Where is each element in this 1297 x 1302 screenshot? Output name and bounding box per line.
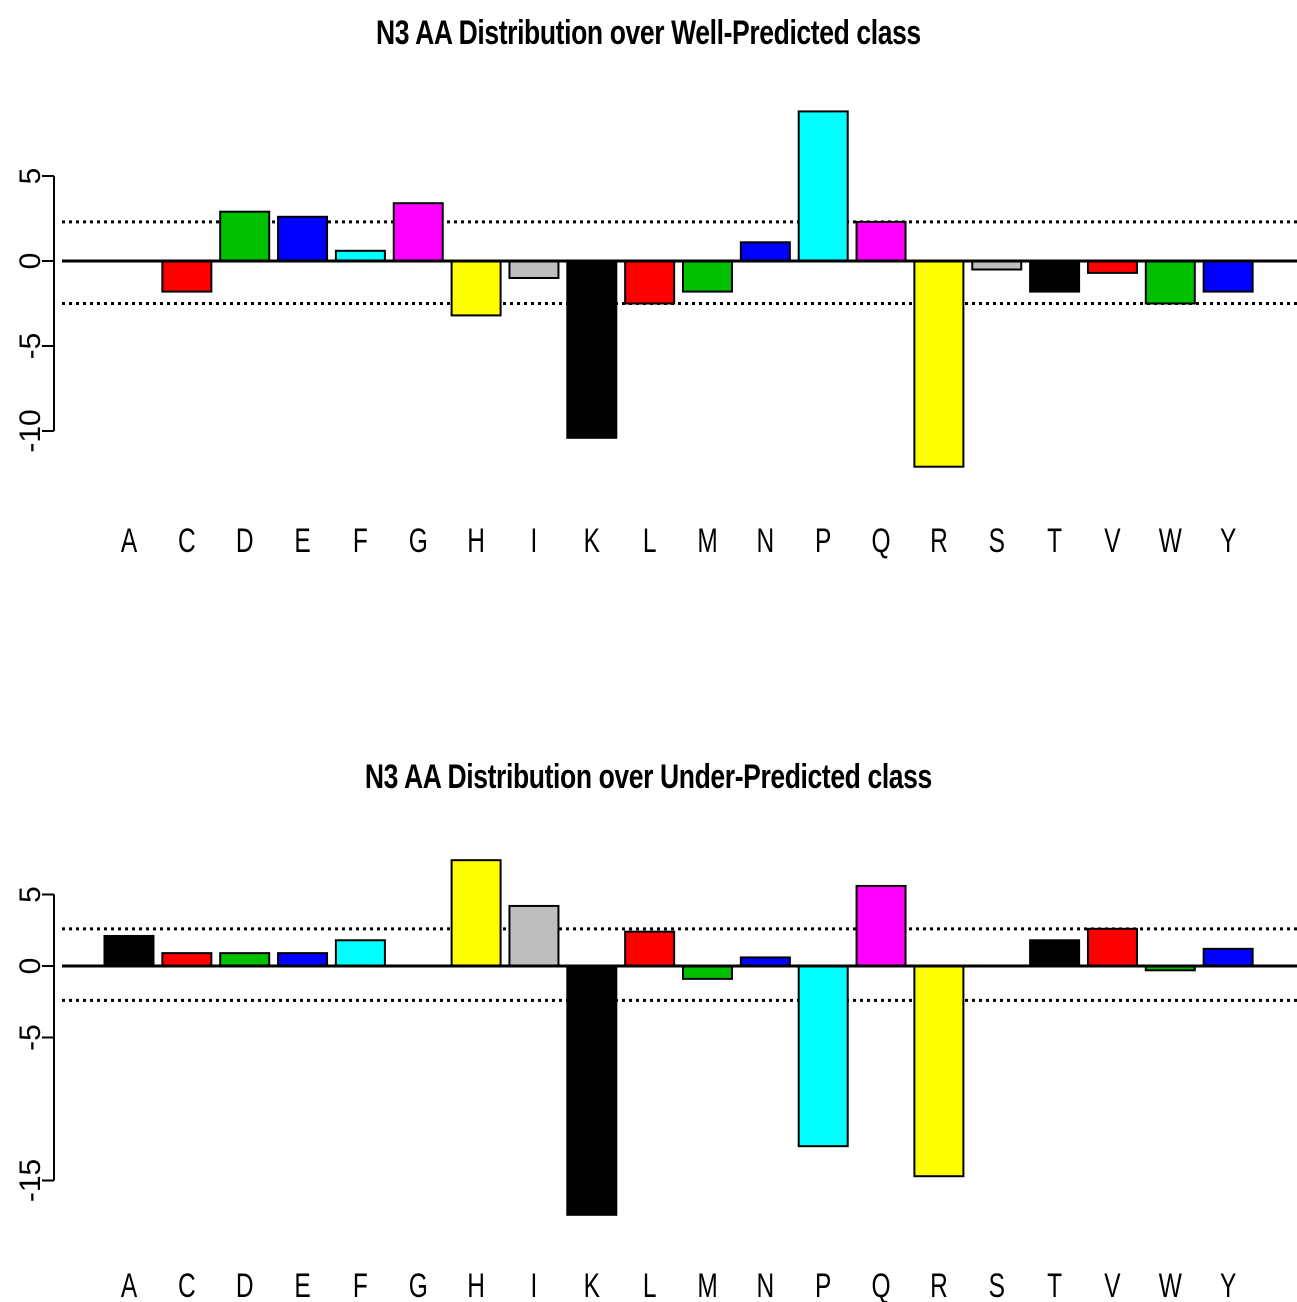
bar-under-Y [1202,947,1254,968]
x-tick-label-under-Q: Q [872,1267,891,1302]
y-tick-label-under: -15 [14,1159,47,1202]
bar-under-A [103,934,155,967]
y-tick-label-under: -5 [14,1024,47,1051]
bar-well-E [277,215,329,263]
x-tick-label-well-Q: Q [872,522,891,560]
x-tick-label-well-I: I [531,522,538,560]
x-tick-label-under-M: M [697,1267,717,1302]
x-tick-label-well-E: E [294,522,310,560]
bar-well-N [739,241,791,263]
x-tick-label-under-V: V [1104,1267,1121,1302]
x-tick-label-under-C: C [178,1267,196,1302]
bar-under-L [624,930,676,967]
x-tick-label-under-W: W [1159,1267,1182,1302]
bar-well-Q [855,220,907,262]
bar-under-I [508,904,560,968]
chart-title-well-predicted: N3 AA Distribution over Well-Predicted c… [375,14,921,52]
y-tick-label-well: 0 [14,253,47,270]
x-tick-label-under-E: E [294,1267,310,1302]
bar-well-K [566,260,618,439]
x-tick-label-well-Y: Y [1220,522,1237,560]
bar-under-E [277,952,329,968]
bar-well-V [1086,260,1138,274]
bar-under-R [913,965,965,1178]
bar-under-T [1029,939,1081,968]
bar-well-L [624,260,676,305]
x-tick-label-well-N: N [757,522,775,560]
x-tick-label-well-R: R [930,522,948,560]
x-tick-label-well-P: P [815,522,831,560]
x-tick-label-under-K: K [584,1267,601,1302]
x-tick-label-well-V: V [1104,522,1121,560]
bar-well-P [797,110,849,263]
x-tick-label-well-M: M [697,522,717,560]
x-tick-label-well-D: D [236,522,254,560]
bar-well-D [219,210,271,262]
bar-well-H [450,260,502,317]
y-tick-label-under: 5 [14,886,47,903]
x-tick-label-under-L: L [643,1267,657,1302]
x-tick-label-under-I: I [531,1267,538,1302]
x-tick-label-under-T: T [1047,1267,1062,1302]
x-tick-label-well-T: T [1047,522,1062,560]
bar-well-I [508,260,560,279]
bar-under-K [566,965,618,1216]
x-tick-label-under-S: S [989,1267,1005,1302]
x-tick-label-well-G: G [409,522,428,560]
bar-under-C [161,952,213,968]
x-tick-label-well-A: A [121,522,138,560]
bar-under-P [797,965,849,1148]
y-tick-label-under: 0 [14,958,47,975]
x-tick-label-well-C: C [178,522,196,560]
bar-well-W [1144,260,1196,305]
bar-well-R [913,260,965,468]
x-tick-label-under-D: D [236,1267,254,1302]
y-tick-label-well: -10 [14,409,47,452]
x-tick-label-under-Y: Y [1220,1267,1237,1302]
bar-under-M [682,965,733,980]
x-tick-label-under-A: A [121,1267,138,1302]
y-tick-label-well: -5 [14,333,47,360]
x-tick-label-under-H: H [467,1267,485,1302]
y-tick-label-well: 5 [14,168,47,185]
bar-well-Y [1202,260,1254,293]
bar-well-T [1029,260,1081,293]
x-tick-label-under-G: G [409,1267,428,1302]
bar-under-V [1086,927,1138,968]
x-tick-label-well-F: F [353,522,368,560]
bar-under-Q [855,884,907,967]
chart-title-under-predicted: N3 AA Distribution over Under-Predicted … [364,758,932,796]
x-tick-label-under-R: R [930,1267,948,1302]
x-tick-label-under-P: P [815,1267,831,1302]
x-tick-label-well-S: S [989,522,1005,560]
bar-under-H [450,859,502,967]
bar-under-F [334,939,386,968]
x-tick-label-under-F: F [353,1267,368,1302]
x-tick-label-well-H: H [467,522,485,560]
x-tick-label-well-W: W [1159,522,1182,560]
bar-well-C [161,260,213,293]
bar-under-D [219,952,271,968]
x-tick-label-under-N: N [757,1267,775,1302]
x-tick-label-well-L: L [643,522,657,560]
bar-well-G [392,202,444,262]
bar-well-M [682,260,733,293]
bar-well-F [334,249,386,263]
x-tick-label-well-K: K [584,522,601,560]
